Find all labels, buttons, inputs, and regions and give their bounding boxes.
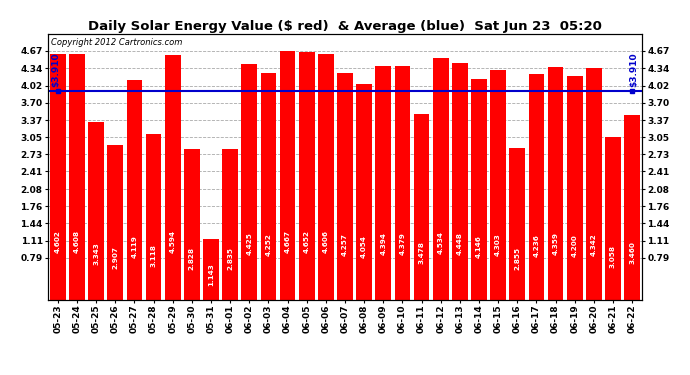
Bar <box>471 79 487 300</box>
Text: 4.119: 4.119 <box>131 235 137 258</box>
Bar <box>69 54 85 300</box>
Bar <box>108 145 123 300</box>
Bar <box>395 66 411 300</box>
Bar <box>222 149 238 300</box>
Text: 4.236: 4.236 <box>533 234 540 256</box>
Text: 4.534: 4.534 <box>437 231 444 254</box>
Text: 4.257: 4.257 <box>342 234 348 256</box>
Text: 4.602: 4.602 <box>55 230 61 253</box>
Title: Daily Solar Energy Value ($ red)  & Average (blue)  Sat Jun 23  05:20: Daily Solar Energy Value ($ red) & Avera… <box>88 20 602 33</box>
Bar <box>337 73 353 300</box>
Text: 4.146: 4.146 <box>476 235 482 258</box>
Text: 2.907: 2.907 <box>112 246 118 269</box>
Text: 4.252: 4.252 <box>266 234 271 256</box>
Bar <box>356 84 372 300</box>
Text: 4.606: 4.606 <box>323 230 329 253</box>
Text: Copyright 2012 Cartronics.com: Copyright 2012 Cartronics.com <box>51 38 183 47</box>
Text: 4.425: 4.425 <box>246 232 253 255</box>
Bar <box>375 66 391 300</box>
Bar <box>88 122 104 300</box>
Text: 4.054: 4.054 <box>361 236 367 258</box>
Text: 3.058: 3.058 <box>610 245 616 268</box>
Text: 2.855: 2.855 <box>514 247 520 270</box>
Bar <box>126 80 142 300</box>
Text: 4.608: 4.608 <box>74 230 80 253</box>
Bar <box>433 58 448 300</box>
Bar <box>279 51 295 300</box>
Text: $3.910: $3.910 <box>629 53 638 87</box>
Bar <box>452 63 468 300</box>
Text: 4.594: 4.594 <box>170 230 176 253</box>
Bar <box>414 114 429 300</box>
Bar <box>491 70 506 300</box>
Text: 3.118: 3.118 <box>150 244 157 267</box>
Text: 4.359: 4.359 <box>553 232 559 255</box>
Bar <box>605 137 621 300</box>
Bar <box>50 54 66 300</box>
Bar <box>567 76 582 300</box>
Bar <box>241 64 257 300</box>
Text: 4.303: 4.303 <box>495 233 501 256</box>
Bar <box>261 73 276 300</box>
Text: 4.200: 4.200 <box>572 234 578 257</box>
Text: 2.828: 2.828 <box>189 247 195 270</box>
Bar <box>548 68 564 300</box>
Text: 3.460: 3.460 <box>629 241 635 264</box>
Text: 4.667: 4.667 <box>284 230 290 252</box>
Text: $3.910: $3.910 <box>52 53 61 87</box>
Text: 4.342: 4.342 <box>591 233 597 256</box>
Bar <box>509 148 525 300</box>
Bar <box>165 55 181 300</box>
Text: 4.379: 4.379 <box>400 232 406 255</box>
Text: 3.478: 3.478 <box>419 241 424 264</box>
Bar <box>586 68 602 300</box>
Bar <box>184 149 199 300</box>
Text: 4.448: 4.448 <box>457 232 463 255</box>
Bar <box>318 54 334 300</box>
Bar <box>529 74 544 300</box>
Text: 4.652: 4.652 <box>304 230 310 253</box>
Text: 2.835: 2.835 <box>227 247 233 270</box>
Bar <box>299 52 315 300</box>
Text: 3.343: 3.343 <box>93 243 99 265</box>
Bar <box>146 134 161 300</box>
Text: 1.143: 1.143 <box>208 264 214 286</box>
Bar <box>203 239 219 300</box>
Bar <box>624 116 640 300</box>
Text: 4.394: 4.394 <box>380 232 386 255</box>
